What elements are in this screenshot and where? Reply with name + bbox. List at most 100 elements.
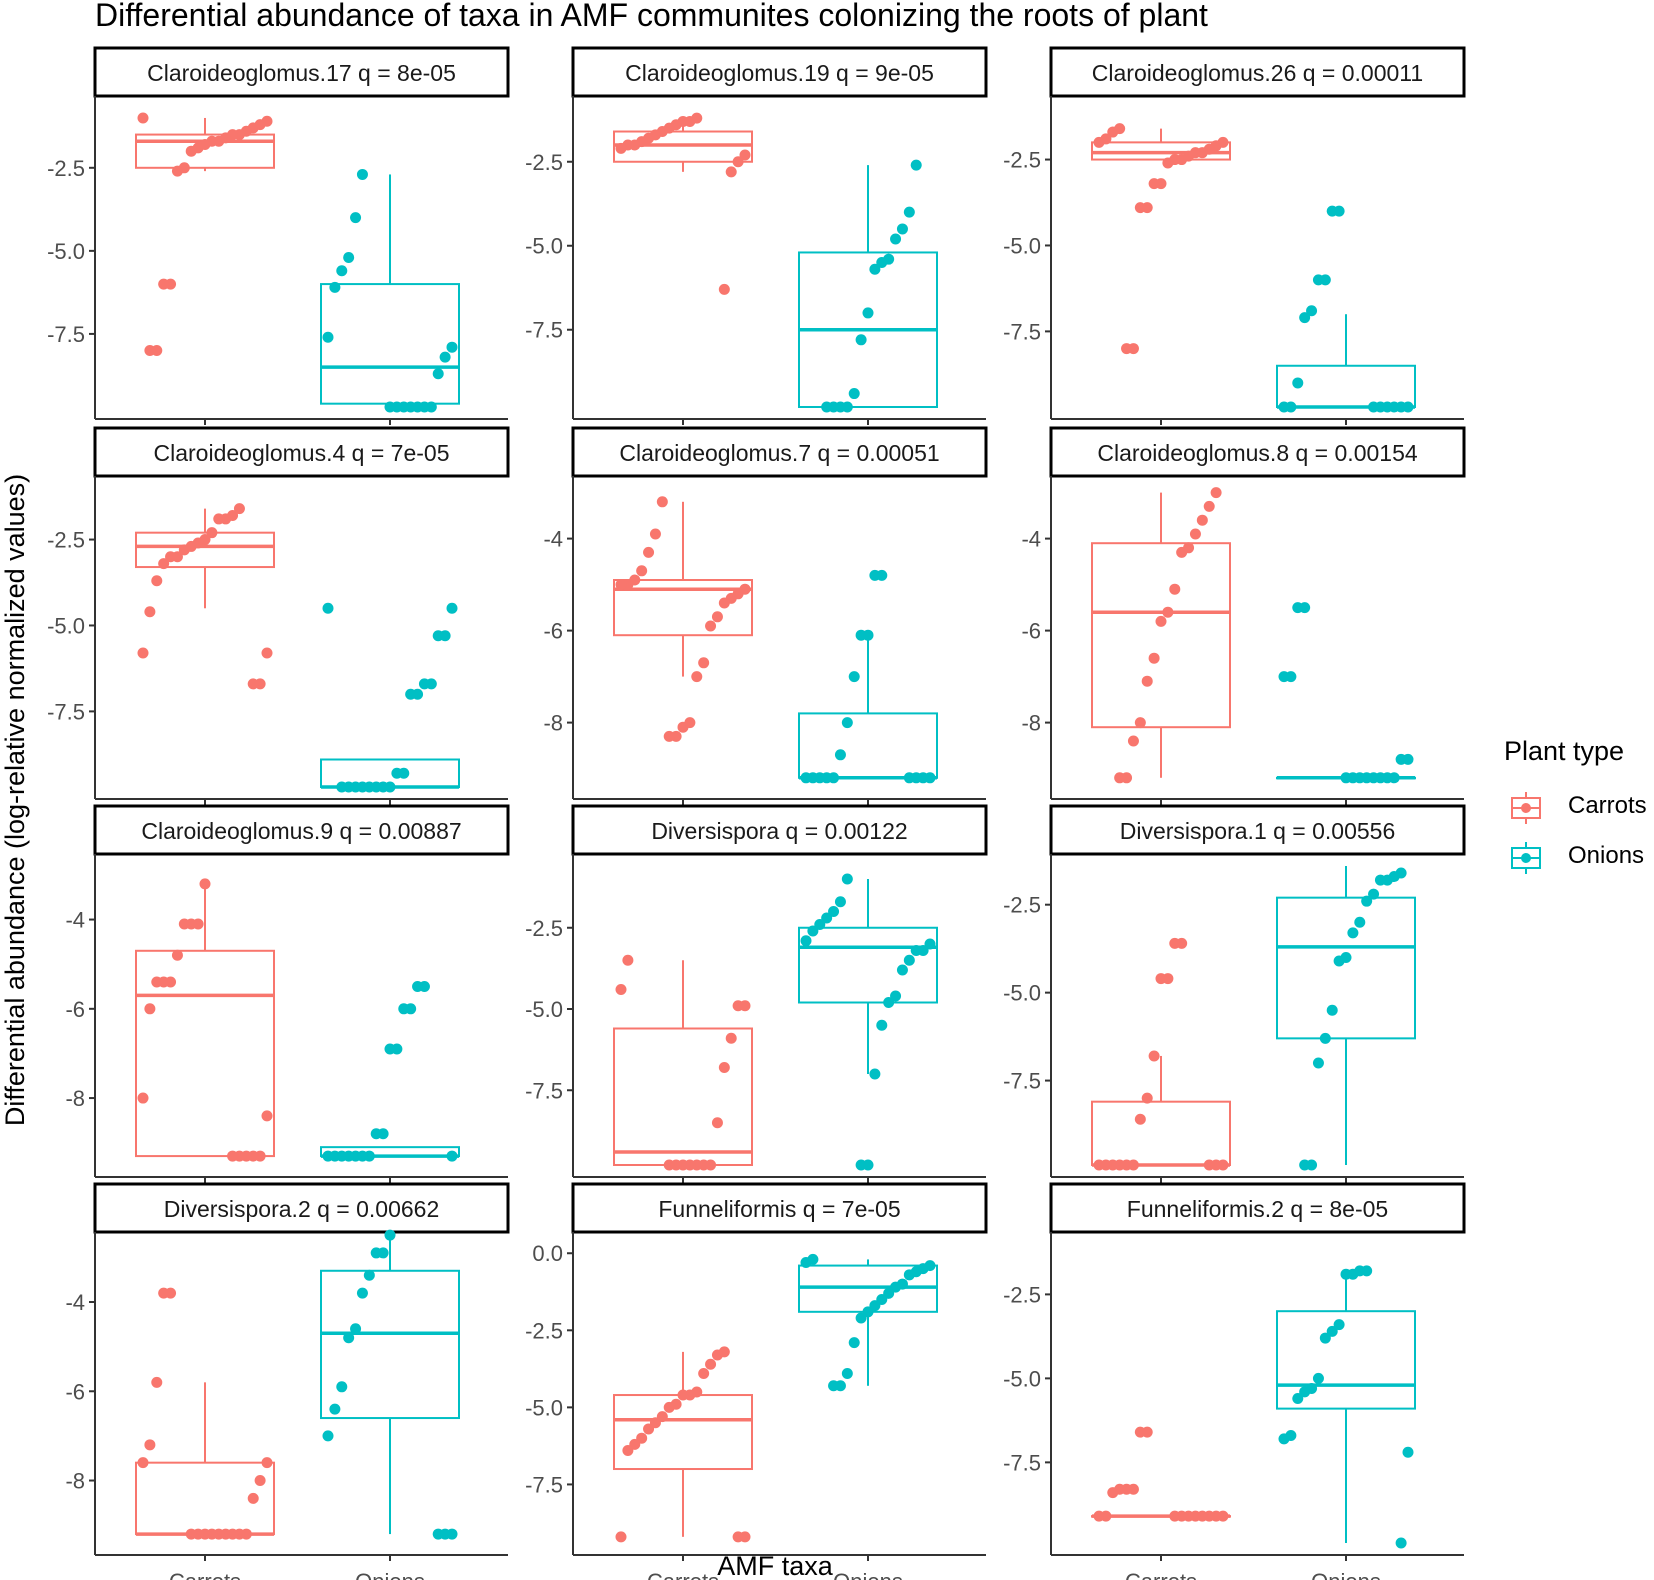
data-point [910,159,922,171]
data-point [705,620,717,632]
data-point [698,1367,710,1379]
box-onions [798,165,938,408]
data-point [1368,401,1380,413]
data-point [636,565,648,577]
data-point [1134,717,1146,729]
y-tick-label: -2.5 [1003,148,1041,173]
facet-strip-label: Claroideoglomus.4 q = 7e-05 [154,440,450,466]
box-onions [798,879,938,1074]
facet-strip [571,426,988,478]
data-point [855,334,867,346]
data-point [1148,652,1160,664]
facet-strip [1049,426,1466,478]
data-point [206,527,218,539]
data-point [821,401,833,413]
data-point [1155,973,1167,985]
data-point [350,1323,362,1335]
y-tick-label: -6 [65,1379,85,1404]
data-point [1278,401,1290,413]
data-point [1114,772,1126,784]
data-point [1196,514,1208,526]
data-point [903,206,915,218]
data-point [739,149,751,161]
data-point [855,629,867,641]
box-carrots [613,960,753,1166]
data-point [1361,895,1373,907]
data-point [1203,500,1215,512]
data-point [643,1423,655,1435]
y-tick-label: -5.0 [525,234,563,259]
data-point [1093,1510,1105,1522]
y-tick-label: -8 [1021,711,1041,736]
box-iqr [613,579,753,637]
data-point [1340,1268,1352,1280]
data-point [329,1403,341,1415]
y-tick-label: -4 [65,1290,85,1315]
data-point [855,1312,867,1324]
data-point [876,1019,888,1031]
data-point [1326,1325,1338,1337]
facet-strip [93,1182,510,1234]
x-tick-label-carrots: Carrots [1125,1569,1197,1580]
data-point [171,165,183,177]
data-point [336,265,348,277]
facet-strip [93,804,510,856]
facet-strip-label: Claroideoglomus.17 q = 8e-05 [147,60,456,86]
data-point [384,1043,396,1055]
box-onions [320,1235,460,1535]
data-point [336,781,348,793]
points-carrots [615,954,751,1171]
y-tick-label: -4 [543,527,563,552]
data-point [1326,1004,1338,1016]
data-point [903,772,915,784]
data-point [677,721,689,733]
data-point [800,935,812,947]
data-point [1155,615,1167,627]
y-tick-label: -6 [65,997,85,1022]
y-tick-label: -7.5 [47,699,85,724]
data-point [329,281,341,293]
points-carrots [1093,123,1229,355]
data-point [322,331,334,343]
box-onions [1276,314,1416,409]
data-point [841,1367,853,1379]
data-point [663,1159,675,1171]
data-point [834,749,846,761]
data-point [247,678,259,690]
legend-title: Plant type [1504,736,1624,766]
data-point [814,919,826,930]
facet-strip-label: Diversispora.1 q = 0.00556 [1120,818,1396,844]
data-point [890,233,902,245]
data-point [322,602,334,614]
points-onions [322,1229,458,1540]
y-tick-label: -2.5 [525,150,563,175]
facet-claroideoglomus-8: Claroideoglomus.8 q = 0.00154-4-6-8Carro… [1021,426,1466,838]
data-point [144,345,156,357]
y-tick-label: -7.5 [525,318,563,343]
data-point [432,1528,444,1540]
data-point [137,1092,149,1104]
data-point [1292,602,1304,614]
data-point [151,976,163,988]
data-point [1141,1092,1153,1104]
y-tick-label: -6 [1021,619,1041,644]
points-onions [800,569,936,784]
facet-strip-label: Claroideoglomus.8 q = 0.00154 [1097,440,1418,466]
data-point [178,544,190,556]
data-point [615,984,627,995]
points-onions [1278,1265,1414,1549]
data-point [1176,546,1188,558]
data-point [862,307,874,319]
data-point [1278,671,1290,683]
data-point [643,546,655,558]
box-iqr [1091,542,1231,729]
data-point [1312,1057,1324,1069]
y-tick-label: -7.5 [1003,319,1041,344]
facet-claroideoglomus-17: Claroideoglomus.17 q = 8e-05 -2.5 -5.0 -7.5… [47,46,510,458]
y-tick-label: -5.0 [1003,1366,1041,1391]
data-point [725,1032,737,1044]
data-point [1299,1386,1311,1398]
data-point [158,1287,170,1299]
box-iqr [1276,1310,1416,1410]
data-point [924,938,936,950]
